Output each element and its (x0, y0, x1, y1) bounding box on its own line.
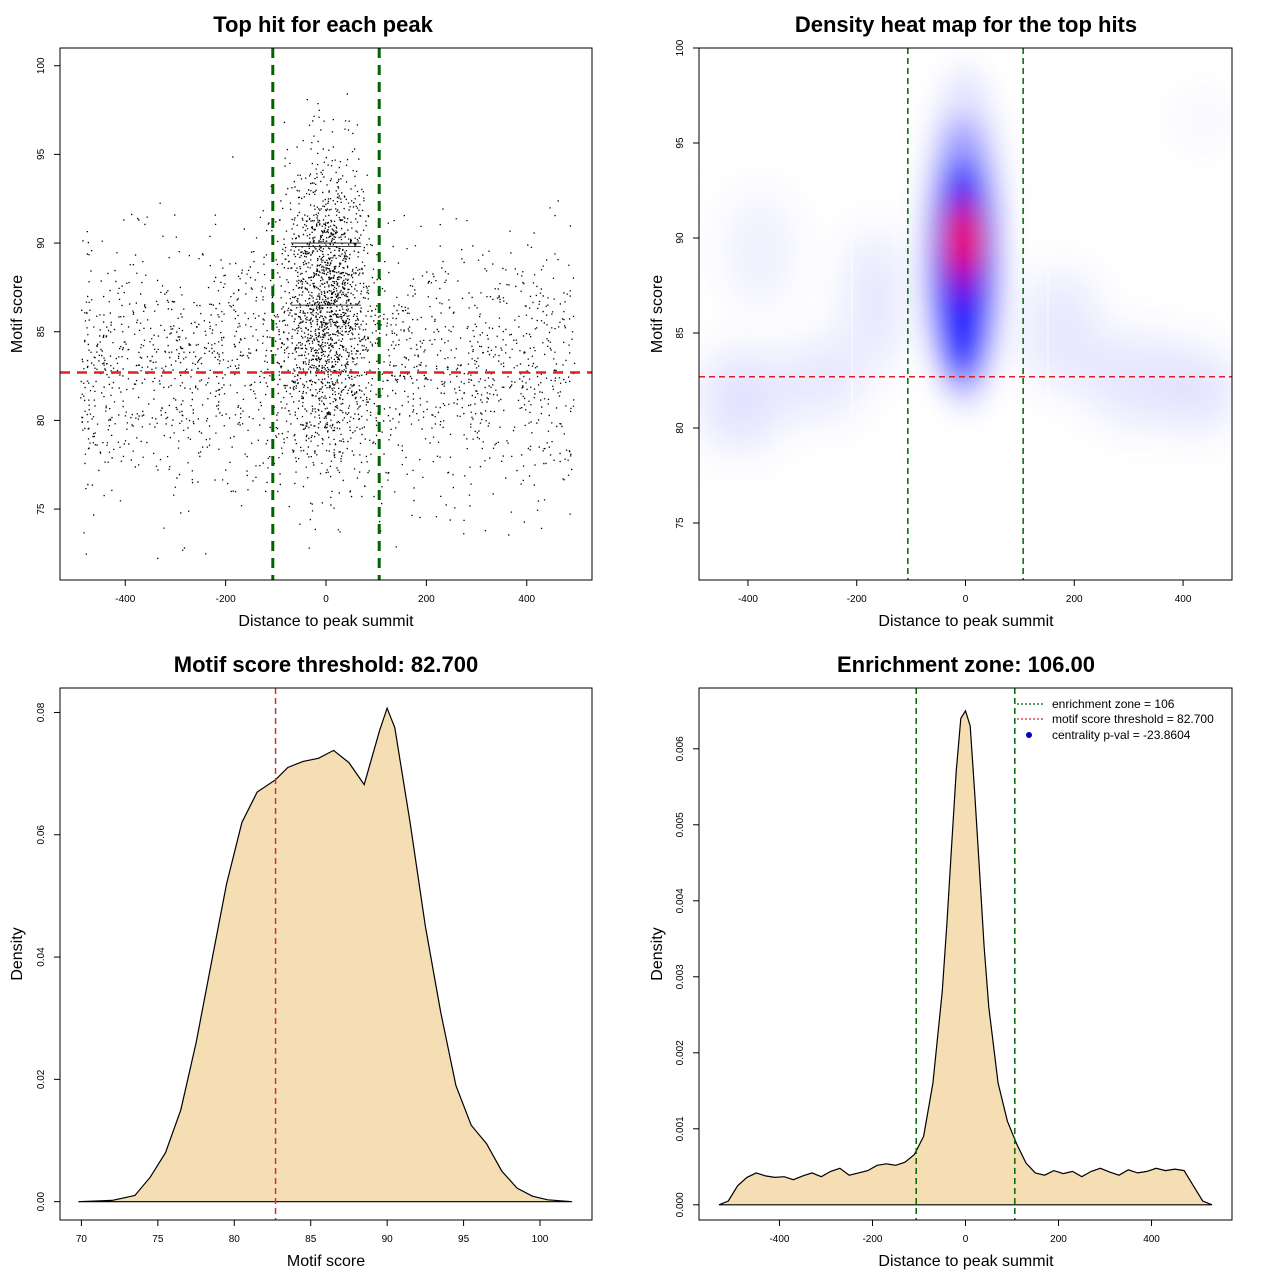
scatter-panel: Top hit for each peak -400 -200 0 200 400 75… (9, 12, 593, 630)
score-density-plot-frame (59, 687, 593, 1221)
distance-density-y-label: Density (649, 927, 666, 980)
scatter-x-label: Distance to peak summit (238, 613, 414, 630)
distance-density-curve (718, 709, 1213, 1206)
heatmap-x-tick-label: -400 (738, 594, 758, 605)
score-density-x-tick-label: 70 (76, 1234, 88, 1245)
legend: enrichment zone = 106 motif score thresh… (1017, 697, 1214, 742)
heatmap-y-tick-label: 100 (675, 39, 686, 56)
scatter-x-tick-label: 0 (323, 594, 329, 605)
scatter-y-tick-label: 85 (36, 326, 47, 338)
heatmap-y-tick-label: 90 (675, 232, 686, 244)
legend-swatch-blue-dot (1026, 732, 1032, 738)
score-density-y-tick-label: 0.00 (36, 1191, 47, 1211)
heatmap-x-tick-label: 200 (1066, 594, 1083, 605)
heatmap-x-label: Distance to peak summit (878, 613, 1054, 630)
scatter-y-label: Motif score (9, 275, 26, 353)
distance-density-y-tick-label: 0.004 (675, 888, 686, 913)
heatmap-y-tick-label: 75 (675, 517, 686, 529)
heatmap-panel: Density heat map for the top hits (649, 12, 1233, 630)
score-density-y-tick-label: 0.04 (36, 947, 47, 967)
scatter-x-tick-label: 400 (518, 594, 535, 605)
heatmap-x-tick-label: 400 (1175, 594, 1192, 605)
legend-label: motif score threshold = 82.700 (1052, 712, 1214, 726)
score-density-y-tick-label: 0.06 (36, 825, 47, 845)
score-density-y-tick-label: 0.02 (36, 1069, 47, 1089)
heatmap-x-ticks: -400 -200 0 200 400 (738, 580, 1192, 605)
distance-density-x-tick-label: -200 (862, 1234, 882, 1245)
scatter-x-tick-label: -400 (115, 594, 135, 605)
heatmap-y-label: Motif score (649, 275, 666, 353)
score-density-x-ticks: 70 75 80 85 90 95 100 (76, 1220, 549, 1245)
distance-density-x-ticks: -400 -200 0 200 400 (769, 1220, 1160, 1245)
distance-density-y-ticks: 0.000 0.001 0.002 0.003 0.004 0.005 0.006 (675, 736, 699, 1217)
distance-density-y-tick-label: 0.003 (675, 964, 686, 989)
score-density-x-tick-label: 95 (458, 1234, 470, 1245)
heatmap-y-tick-label: 95 (675, 137, 686, 149)
score-density-x-tick-label: 75 (152, 1234, 164, 1245)
heatmap-reference-lines (699, 48, 1232, 580)
distance-density-zone-lines (915, 688, 1016, 1220)
legend-label: enrichment zone = 106 (1052, 697, 1175, 711)
heatmap-y-ticks: 75 80 85 90 95 100 (675, 39, 699, 529)
scatter-x-tick-label: 200 (418, 594, 435, 605)
distance-density-y-tick-label: 0.000 (675, 1192, 686, 1217)
distance-density-x-tick-label: 400 (1143, 1234, 1160, 1245)
score-density-y-tick-label: 0.08 (36, 702, 47, 722)
heatmap-title: Density heat map for the top hits (795, 12, 1137, 37)
legend-item-score-threshold: motif score threshold = 82.700 (1017, 712, 1214, 726)
distance-density-x-tick-label: 0 (963, 1234, 969, 1245)
legend-item-enrichment-zone: enrichment zone = 106 (1017, 697, 1175, 711)
scatter-x-ticks: -400 -200 0 200 400 (115, 580, 536, 605)
legend-item-centrality: centrality p-val = -23.8604 (1026, 728, 1191, 742)
heatmap-y-tick-label: 85 (675, 327, 686, 339)
score-density-panel: Motif score threshold: 82.700 70 75 80 85 90… (9, 652, 593, 1270)
distance-density-y-tick-label: 0.005 (675, 812, 686, 837)
score-density-x-label: Motif score (287, 1253, 365, 1270)
score-density-y-label: Density (9, 927, 26, 980)
legend-label: centrality p-val = -23.8604 (1052, 728, 1191, 742)
distance-density-x-tick-label: 200 (1050, 1234, 1067, 1245)
scatter-x-tick-label: -200 (216, 594, 236, 605)
heatmap-x-tick-label: -200 (847, 594, 867, 605)
score-density-curve (78, 706, 573, 1203)
score-density-x-tick-label: 100 (532, 1234, 549, 1245)
scatter-reference-lines (60, 48, 592, 580)
score-density-x-tick-label: 80 (229, 1234, 241, 1245)
scatter-y-tick-label: 95 (36, 148, 47, 160)
scatter-title: Top hit for each peak (213, 12, 433, 37)
scatter-plot-frame (59, 47, 593, 581)
heatmap-y-tick-label: 80 (675, 422, 686, 434)
heatmap-x-tick-label: 0 (963, 594, 969, 605)
scatter-point-cloud (80, 93, 576, 560)
distance-density-title: Enrichment zone: 106.00 (837, 652, 1095, 677)
scatter-y-ticks: 75 80 85 90 95 100 (36, 57, 60, 515)
heatmap-background-haze (700, 100, 1232, 450)
heatmap-canvas (699, 48, 1232, 580)
scatter-points (80, 93, 576, 560)
distance-density-x-label: Distance to peak summit (878, 1253, 1054, 1270)
score-density-x-tick-label: 90 (382, 1234, 394, 1245)
distance-density-x-tick-label: -400 (769, 1234, 789, 1245)
distance-density-y-tick-label: 0.006 (675, 736, 686, 761)
scatter-y-tick-label: 90 (36, 237, 47, 249)
score-density-title: Motif score threshold: 82.700 (174, 652, 478, 677)
score-density-x-tick-label: 85 (305, 1234, 317, 1245)
distance-density-y-tick-label: 0.001 (675, 1116, 686, 1141)
heatmap-seams (851, 48, 1049, 580)
distance-density-y-tick-label: 0.002 (675, 1040, 686, 1065)
heatmap-density-core (923, 65, 1007, 415)
distance-density-panel: Enrichment zone: 106.00 -400 -200 0 200 400 … (649, 652, 1233, 1270)
scatter-y-tick-label: 75 (36, 503, 47, 515)
scatter-y-tick-label: 100 (36, 57, 47, 74)
score-density-y-ticks: 0.00 0.02 0.04 0.06 0.08 (36, 702, 60, 1211)
scatter-y-tick-label: 80 (36, 414, 47, 426)
